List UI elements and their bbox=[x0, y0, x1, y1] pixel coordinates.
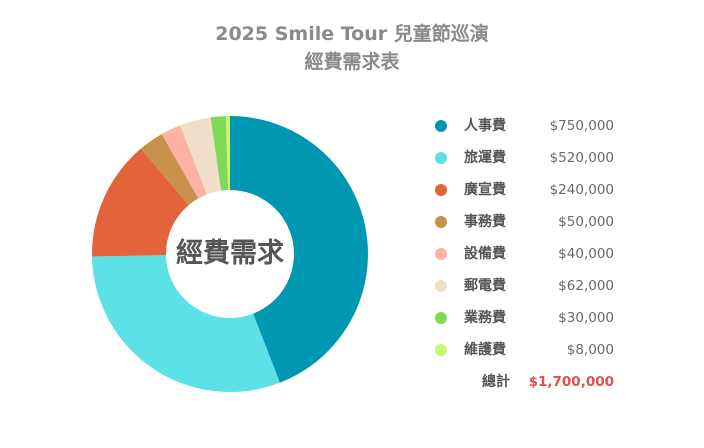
legend-value: $30,000 bbox=[558, 310, 614, 326]
legend-value: $50,000 bbox=[558, 214, 614, 230]
legend-swatch bbox=[435, 312, 447, 324]
legend-swatch bbox=[435, 152, 447, 164]
legend-swatch bbox=[435, 344, 447, 356]
donut-chart: 經費需求 bbox=[92, 116, 369, 393]
legend-value: $240,000 bbox=[549, 182, 614, 198]
donut-slice-4 bbox=[140, 134, 199, 206]
legend-value: $8,000 bbox=[566, 342, 614, 358]
donut-slice-3 bbox=[92, 148, 189, 257]
donut-slice-6 bbox=[180, 117, 222, 195]
legend-label: 業務費 bbox=[464, 310, 506, 326]
legend-label: 維護費 bbox=[464, 342, 506, 358]
donut-slice-5 bbox=[161, 125, 207, 199]
legend-item: 廣宣費 $240,000 bbox=[426, 174, 626, 206]
total-label: 總計 bbox=[482, 374, 510, 390]
legend-label: 人事費 bbox=[464, 118, 506, 134]
donut-slice-2 bbox=[92, 255, 280, 393]
legend-value: $40,000 bbox=[558, 246, 614, 262]
legend-value: $750,000 bbox=[549, 118, 614, 134]
legend-swatch bbox=[435, 280, 447, 292]
donut-slice-7 bbox=[210, 116, 229, 191]
legend-swatch bbox=[435, 184, 447, 196]
legend-label: 旅運費 bbox=[464, 150, 506, 166]
legend-item: 設備費 $40,000 bbox=[426, 238, 626, 270]
legend-label: 廣宣費 bbox=[464, 182, 506, 198]
legend-item: 維護費 $8,000 bbox=[426, 334, 626, 366]
total-value: $1,700,000 bbox=[528, 374, 614, 390]
legend-label: 事務費 bbox=[464, 214, 506, 230]
chart-title-line1: 2025 Smile Tour 兒童節巡演 bbox=[215, 23, 489, 45]
legend-label: 郵電費 bbox=[464, 278, 506, 294]
total-row: 總計 $1,700,000 bbox=[426, 366, 626, 398]
donut-slice-8 bbox=[225, 116, 230, 191]
donut-slice-1 bbox=[230, 116, 369, 383]
legend-item: 旅運費 $520,000 bbox=[426, 142, 626, 174]
legend-swatch bbox=[435, 120, 447, 132]
legend-item: 事務費 $50,000 bbox=[426, 206, 626, 238]
donut-center-label: 經費需求 bbox=[176, 237, 284, 269]
legend-item: 郵電費 $62,000 bbox=[426, 270, 626, 302]
legend-item: 業務費 $30,000 bbox=[426, 302, 626, 334]
chart-title: 2025 Smile Tour 兒童節巡演 經費需求表 bbox=[0, 20, 704, 76]
legend-value: $62,000 bbox=[558, 278, 614, 294]
legend-label: 設備費 bbox=[464, 246, 506, 262]
chart-title-line2: 經費需求表 bbox=[304, 51, 400, 73]
legend-item: 人事費 $750,000 bbox=[426, 110, 626, 142]
donut-slices bbox=[92, 116, 369, 393]
chart-legend: 人事費 $750,000 旅運費 $520,000 廣宣費 $240,000 事務費 $50,… bbox=[426, 110, 626, 398]
legend-swatch bbox=[435, 216, 447, 228]
legend-swatch bbox=[435, 248, 447, 260]
legend-value: $520,000 bbox=[549, 150, 614, 166]
